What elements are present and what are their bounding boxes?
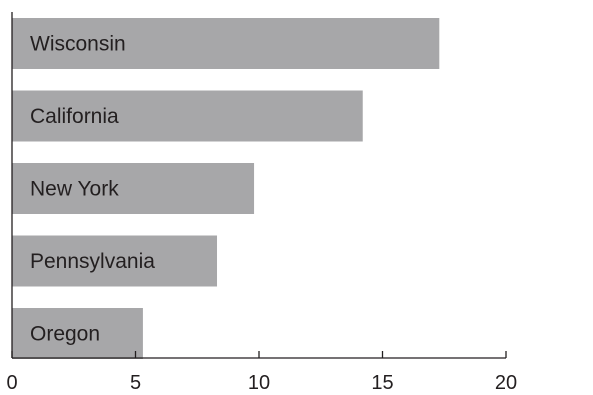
bar-label: Pennsylvania xyxy=(30,250,155,273)
x-tick-label: 5 xyxy=(130,372,141,394)
bar-label: California xyxy=(30,105,119,128)
x-tick-label: 20 xyxy=(495,372,517,394)
bar-label: Oregon xyxy=(30,323,100,346)
bars-group: Wisconsin California New York Pennsylvania O… xyxy=(12,18,440,359)
bar-oregon xyxy=(12,308,143,359)
x-axis-ticks: 0 5 10 15 20 xyxy=(6,351,517,394)
bar-pennsylvania xyxy=(12,235,218,287)
x-tick-label: 10 xyxy=(248,372,270,394)
bar-label: Wisconsin xyxy=(30,33,126,56)
bar-wisconsin xyxy=(12,18,440,69)
x-tick-label: 15 xyxy=(371,372,393,394)
bar-new-york xyxy=(12,163,255,214)
x-tick-label: 0 xyxy=(6,372,17,394)
bar-label: New York xyxy=(30,178,119,201)
bar-california xyxy=(12,90,363,142)
